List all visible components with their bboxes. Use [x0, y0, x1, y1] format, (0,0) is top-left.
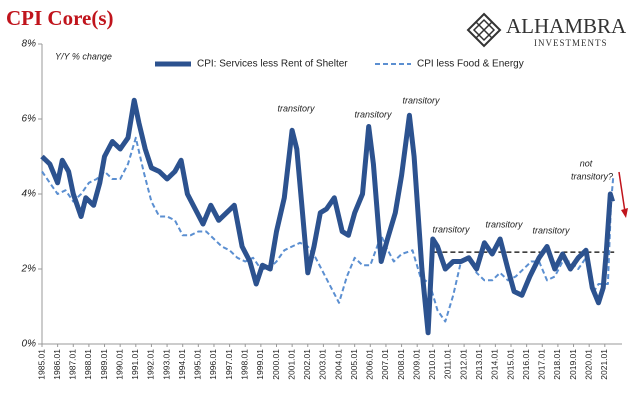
- logo-name: ALHAMBRA: [506, 14, 627, 38]
- x-tick-label: 1995.01: [193, 349, 203, 380]
- x-tick-label: 1993.01: [161, 349, 171, 380]
- legend-label: CPI: Services less Rent of Shelter: [197, 59, 348, 70]
- x-tick-label: 2000.01: [271, 349, 281, 380]
- logo-icon: [466, 12, 502, 48]
- x-tick-label: 2014.01: [490, 349, 500, 380]
- annotation: transitory: [354, 109, 392, 119]
- x-tick-label: 1994.01: [177, 349, 187, 380]
- x-tick-label: 2010.01: [427, 349, 437, 380]
- y-tick-label: 8%: [22, 39, 37, 50]
- annotation: transitory: [485, 219, 523, 229]
- x-tick-label: 1991.01: [130, 349, 140, 380]
- x-tick-label: 2013.01: [474, 349, 484, 380]
- annotation: transitory: [402, 95, 440, 105]
- x-tick-label: 2021.01: [599, 349, 609, 380]
- annotation: transitory?: [571, 171, 613, 181]
- y-tick-label: 0%: [22, 339, 37, 350]
- x-tick-label: 1986.01: [52, 349, 62, 380]
- y-tick-label: 6%: [22, 114, 37, 125]
- x-tick-label: 1996.01: [208, 349, 218, 380]
- series-line: [41, 136, 615, 323]
- x-tick-label: 2004.01: [333, 349, 343, 380]
- x-tick-label: 2007.01: [380, 349, 390, 380]
- x-tick-label: 1997.01: [224, 349, 234, 380]
- x-tick-label: 2016.01: [521, 349, 531, 380]
- x-tick-label: 1992.01: [146, 349, 156, 380]
- x-tick-label: 1988.01: [83, 349, 93, 380]
- x-tick-label: 2018.01: [552, 349, 562, 380]
- logo: ALHAMBRA INVESTMENTS: [466, 12, 627, 48]
- y-tick-label: 2%: [21, 264, 37, 275]
- x-tick-label: 1999.01: [255, 349, 265, 380]
- x-tick-label: 1990.01: [114, 349, 124, 380]
- x-tick-label: 2011.01: [443, 349, 453, 379]
- x-tick-label: 1985.01: [36, 349, 46, 380]
- x-tick-label: 2012.01: [458, 349, 468, 380]
- x-tick-label: 2017.01: [537, 349, 547, 380]
- x-tick-label: 2006.01: [365, 349, 375, 380]
- series-line: [40, 97, 615, 336]
- y-tick-label: 4%: [22, 189, 37, 200]
- annotation: transitory: [432, 224, 470, 234]
- x-tick-label: 2015.01: [505, 349, 515, 380]
- subtitle: Y/Y % change: [55, 51, 112, 61]
- chart-title: CPI Core(s): [6, 6, 114, 30]
- x-tick-label: 1987.01: [68, 349, 78, 380]
- x-tick-label: 2020.01: [583, 349, 593, 380]
- trend-arrow-head: [621, 208, 628, 218]
- x-tick-label: 2019.01: [568, 349, 578, 380]
- x-tick-label: 2003.01: [318, 349, 328, 380]
- annotation: transitory: [532, 225, 570, 235]
- x-tick-label: 1998.01: [239, 349, 249, 380]
- annotation: transitory: [277, 103, 315, 113]
- x-tick-label: 2001.01: [286, 349, 296, 380]
- legend-label: CPI less Food & Energy: [417, 59, 524, 70]
- logo-icon: [472, 18, 496, 42]
- x-tick-label: 2009.01: [411, 349, 421, 380]
- annotation: not: [580, 158, 593, 168]
- x-tick-label: 1989.01: [99, 349, 109, 380]
- x-tick-label: 2002.01: [302, 349, 312, 380]
- x-tick-label: 2008.01: [396, 349, 406, 380]
- trend-arrow: [618, 171, 626, 213]
- x-tick-label: 2005.01: [349, 349, 359, 380]
- logo-tagline: INVESTMENTS: [534, 38, 608, 48]
